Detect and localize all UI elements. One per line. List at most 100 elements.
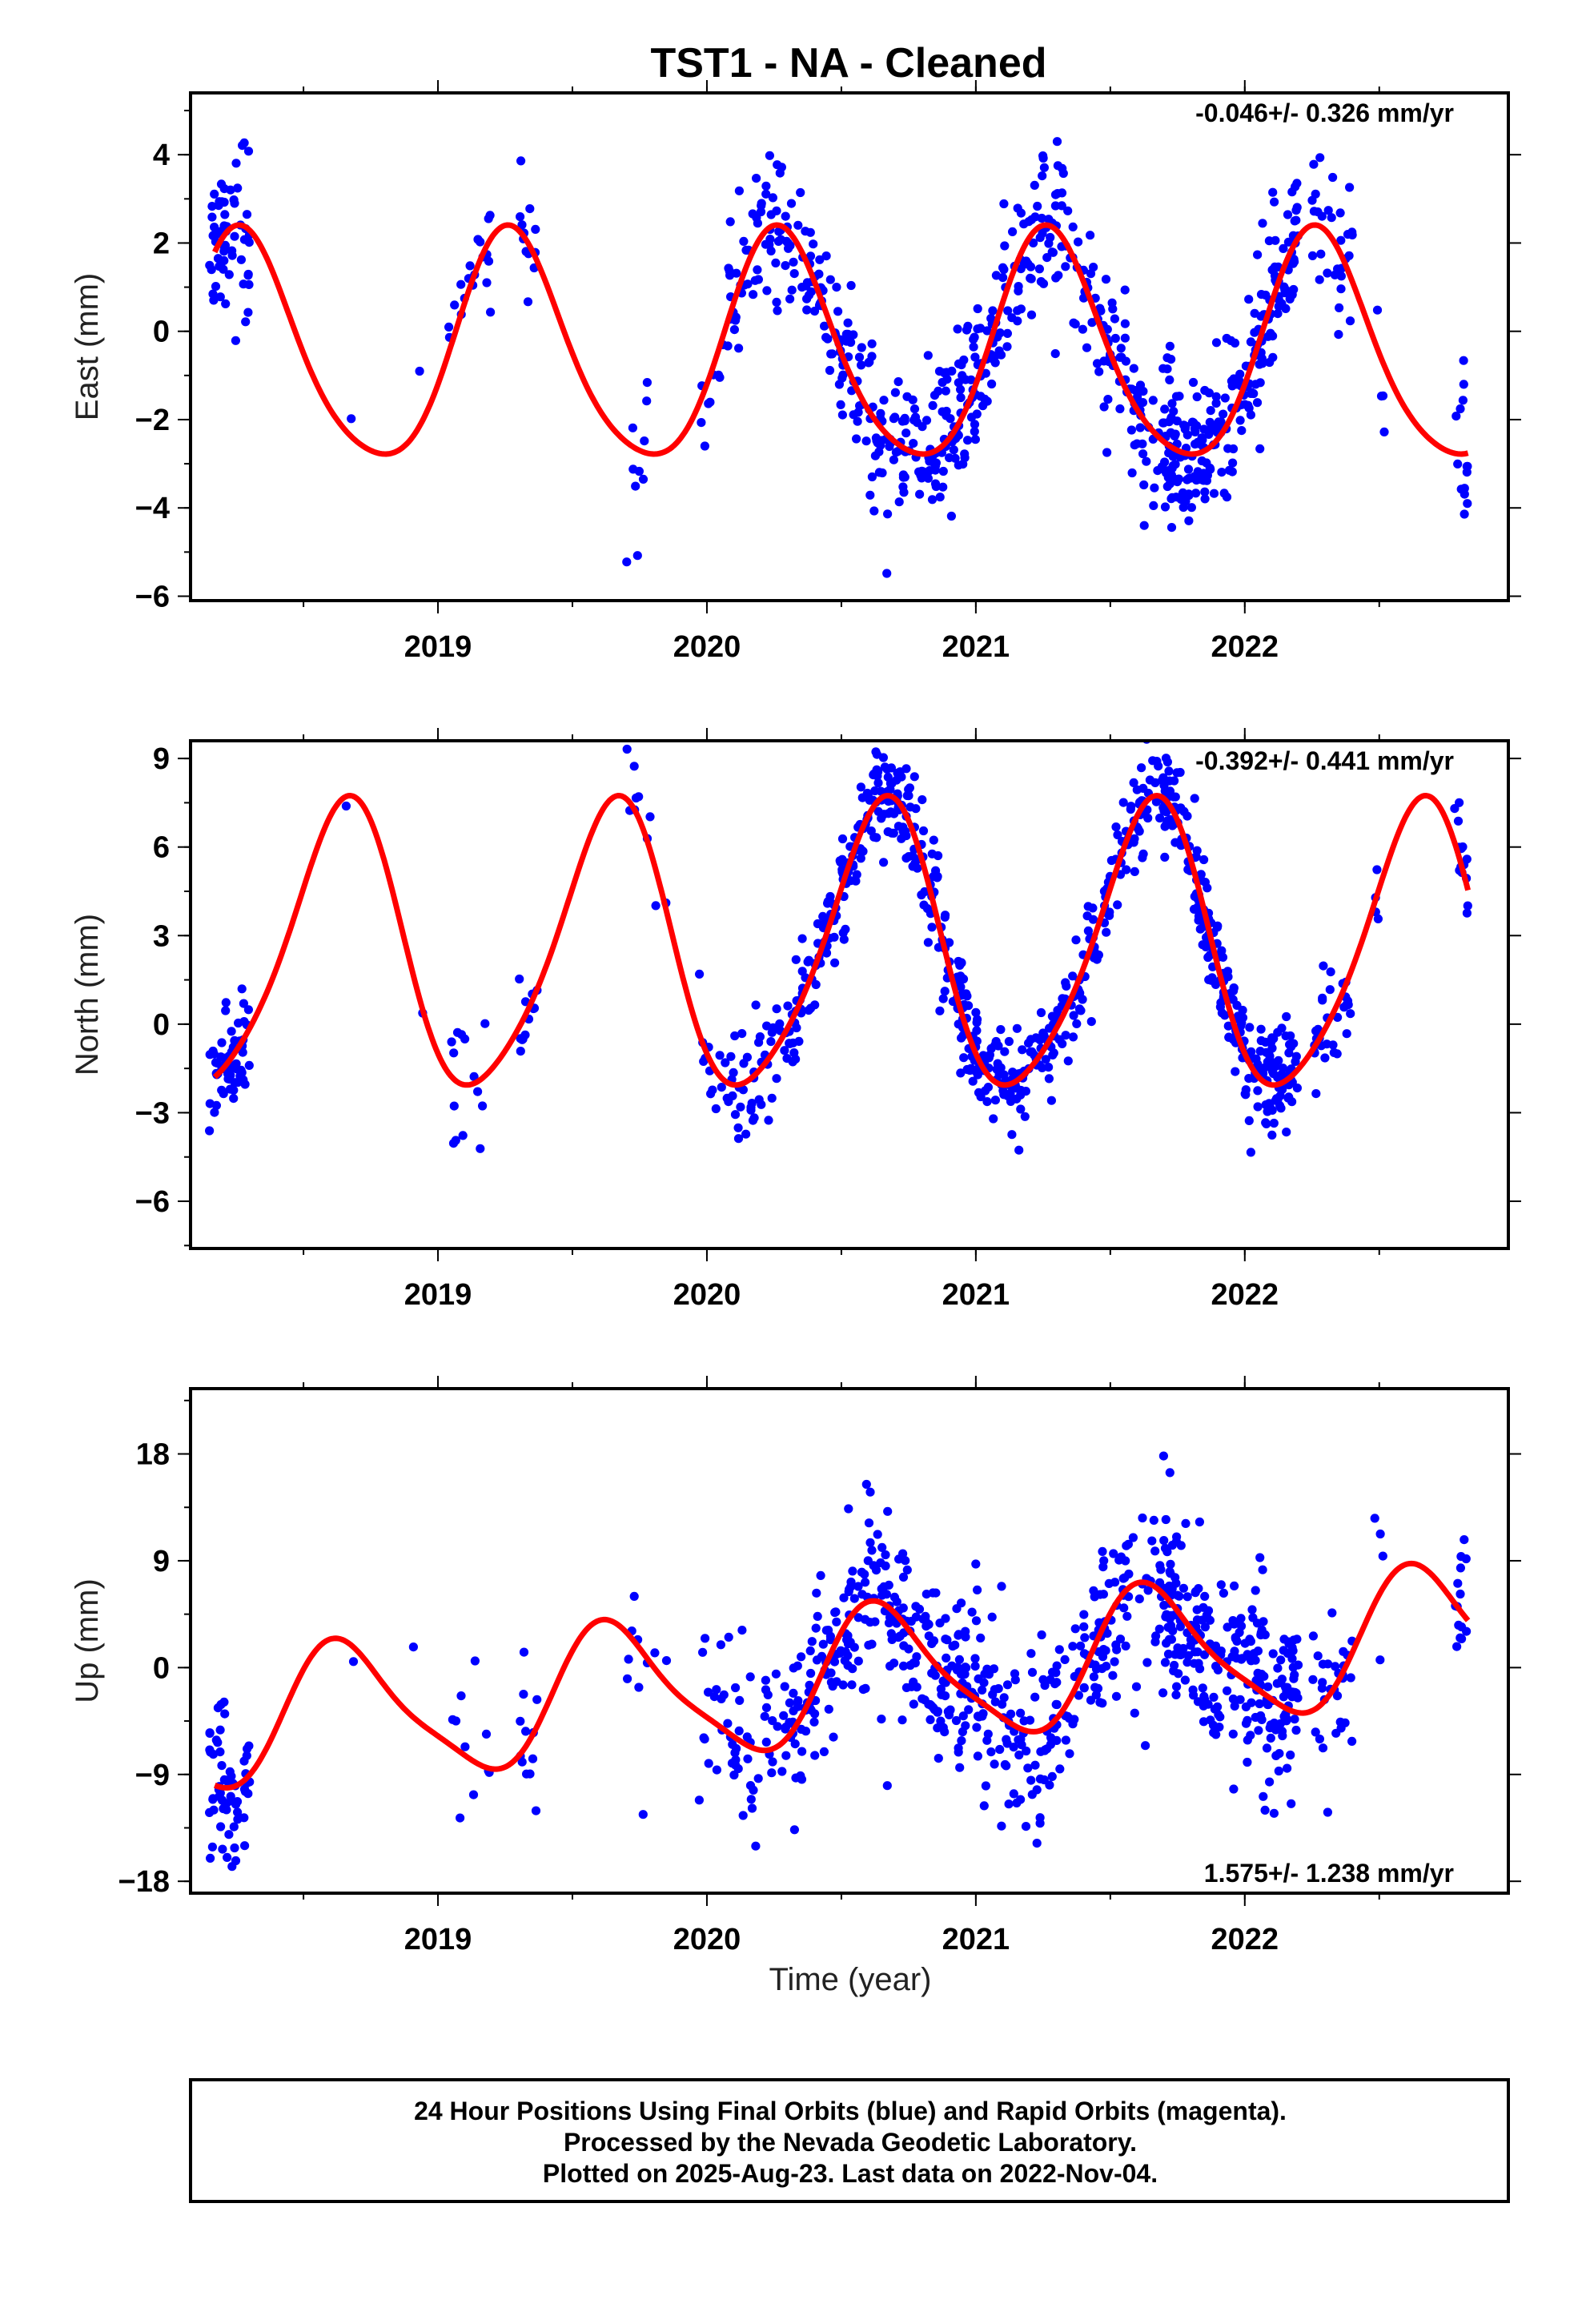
data-point	[482, 278, 492, 287]
data-point	[1160, 822, 1170, 831]
data-point	[1290, 257, 1299, 267]
data-point	[741, 1129, 751, 1139]
data-point	[734, 1726, 744, 1735]
data-point	[460, 1742, 470, 1751]
data-point	[1229, 1784, 1239, 1794]
data-point	[1258, 219, 1267, 228]
data-point	[1138, 439, 1147, 448]
data-point	[1170, 429, 1180, 439]
data-point	[1271, 1094, 1282, 1104]
data-point	[877, 1542, 887, 1552]
data-point	[731, 312, 741, 322]
data-point	[890, 388, 900, 397]
data-point	[1211, 338, 1222, 348]
y-tick-label: 0	[153, 1651, 170, 1685]
data-point	[1327, 213, 1336, 223]
data-point	[1236, 1621, 1247, 1631]
data-point	[1138, 387, 1148, 396]
data-point	[737, 1626, 747, 1635]
data-point	[1313, 1651, 1323, 1661]
data-point	[1456, 1563, 1465, 1573]
data-point	[916, 470, 926, 480]
y-tick-label: 3	[153, 919, 170, 953]
data-point	[979, 1801, 989, 1811]
data-point	[458, 1131, 468, 1140]
data-point	[1130, 834, 1139, 843]
data-point	[1192, 846, 1202, 855]
data-point	[1110, 333, 1120, 344]
data-point	[1247, 388, 1256, 397]
data-point	[951, 1715, 962, 1726]
data-point	[853, 1582, 863, 1591]
plot-frame	[189, 739, 1510, 1250]
data-point	[1032, 1839, 1042, 1848]
data-point	[1270, 263, 1279, 273]
data-point	[938, 377, 947, 388]
footer-line-2: Processed by the Nevada Geodetic Laborat…	[564, 2128, 1137, 2157]
data-point	[1275, 1749, 1284, 1759]
data-point	[629, 1591, 639, 1601]
data-point	[1217, 468, 1227, 477]
up-panel: 2019 2020 2021 2022 18 9 0 −9 −18 Up (mm) 1.575+/-…	[70, 1376, 1521, 1956]
data-point	[813, 1611, 822, 1621]
data-point	[1231, 1634, 1240, 1643]
velocity-rate-label: -0.046+/- 0.326 mm/yr	[1195, 99, 1454, 127]
data-point	[1258, 1565, 1267, 1574]
data-point	[1149, 501, 1158, 511]
data-point	[1323, 1659, 1333, 1669]
data-point	[211, 1100, 221, 1110]
data-point	[1332, 1049, 1342, 1059]
data-point	[1004, 1799, 1014, 1809]
data-point	[1161, 754, 1171, 763]
data-point	[1216, 1647, 1226, 1656]
data-point	[1068, 1642, 1078, 1651]
data-point	[1282, 1687, 1291, 1697]
data-point	[1165, 341, 1174, 351]
data-point	[1309, 159, 1319, 169]
data-point	[1186, 1634, 1195, 1644]
data-point	[628, 423, 638, 432]
data-point	[1006, 1709, 1016, 1719]
data-point	[1050, 201, 1060, 211]
data-point	[528, 1754, 538, 1763]
data-point	[931, 481, 941, 492]
data-point	[1235, 416, 1245, 425]
data-point	[998, 263, 1008, 272]
data-point	[205, 1126, 215, 1136]
data-point	[876, 1558, 885, 1568]
data-point	[733, 1764, 743, 1774]
data-point	[1142, 1658, 1152, 1667]
data-point	[1024, 217, 1034, 227]
data-point	[929, 835, 938, 845]
data-point	[456, 1813, 465, 1823]
data-point	[768, 193, 778, 203]
data-point	[840, 1656, 849, 1666]
data-point	[885, 441, 894, 452]
data-point	[1227, 381, 1237, 391]
data-point	[218, 1844, 227, 1854]
data-point	[894, 497, 904, 507]
data-point	[836, 400, 845, 409]
data-point	[716, 1640, 726, 1650]
data-point	[1070, 1624, 1080, 1634]
data-point	[1079, 1622, 1089, 1631]
data-point	[1188, 377, 1199, 388]
data-point	[861, 1479, 871, 1490]
data-point	[746, 1795, 756, 1804]
data-point	[1454, 1620, 1464, 1630]
data-point	[811, 1623, 821, 1633]
data-point	[966, 412, 977, 422]
data-point	[804, 1006, 813, 1015]
data-point	[983, 1729, 993, 1739]
data-point	[876, 440, 885, 450]
data-point	[1166, 814, 1175, 824]
data-point	[760, 1711, 769, 1721]
data-point	[973, 1585, 982, 1594]
data-point	[1291, 215, 1301, 225]
data-point	[1162, 1547, 1172, 1557]
data-point	[1044, 1074, 1054, 1084]
data-point	[1012, 1798, 1022, 1807]
data-point	[1029, 238, 1038, 247]
data-point	[224, 1830, 234, 1839]
